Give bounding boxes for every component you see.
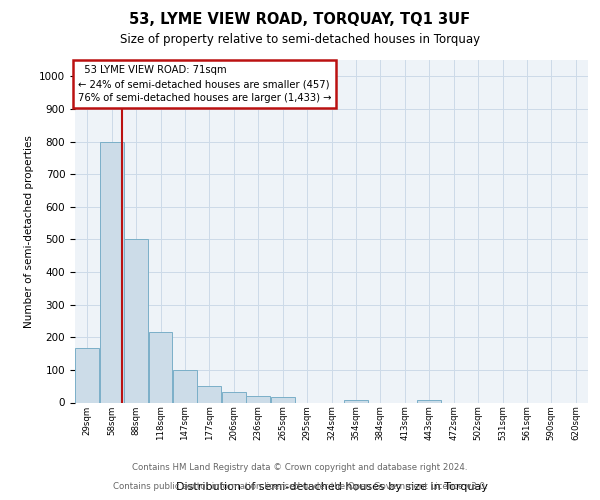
Text: Contains public sector information licensed under the Open Government Licence v3: Contains public sector information licen… xyxy=(113,482,487,491)
Text: 53 LYME VIEW ROAD: 71sqm
← 24% of semi-detached houses are smaller (457)
76% of : 53 LYME VIEW ROAD: 71sqm ← 24% of semi-d… xyxy=(77,65,331,103)
Bar xyxy=(271,396,295,402)
Bar xyxy=(197,386,221,402)
Bar xyxy=(173,370,197,402)
Text: 53, LYME VIEW ROAD, TORQUAY, TQ1 3UF: 53, LYME VIEW ROAD, TORQUAY, TQ1 3UF xyxy=(130,12,470,28)
Bar xyxy=(417,400,441,402)
Text: Contains HM Land Registry data © Crown copyright and database right 2024.: Contains HM Land Registry data © Crown c… xyxy=(132,464,468,472)
X-axis label: Distribution of semi-detached houses by size in Torquay: Distribution of semi-detached houses by … xyxy=(176,482,487,492)
Bar xyxy=(100,142,124,402)
Y-axis label: Number of semi-detached properties: Number of semi-detached properties xyxy=(23,135,34,328)
Bar xyxy=(124,240,148,402)
Bar xyxy=(344,400,368,402)
Bar xyxy=(149,332,172,402)
Bar xyxy=(222,392,246,402)
Bar xyxy=(246,396,270,402)
Text: Size of property relative to semi-detached houses in Torquay: Size of property relative to semi-detach… xyxy=(120,32,480,46)
Bar xyxy=(75,348,99,403)
